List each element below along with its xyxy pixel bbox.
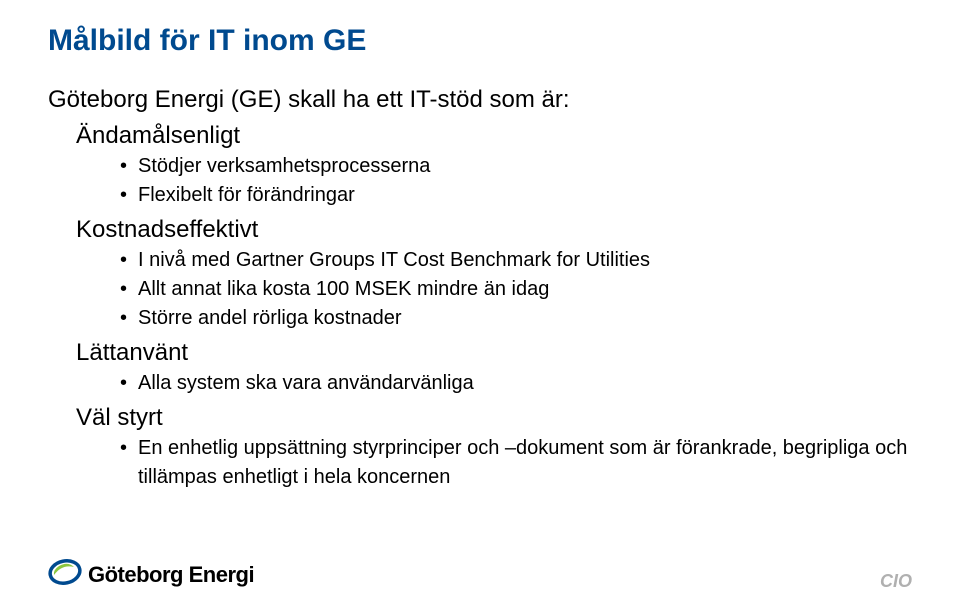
logo-text: Göteborg Energi <box>88 562 254 588</box>
section-1: Kostnadseffektivt I nivå med Gartner Gro… <box>48 216 912 333</box>
bullet-list: I nivå med Gartner Groups IT Cost Benchm… <box>120 246 912 333</box>
bullet-list: Alla system ska vara användarvänliga <box>120 369 912 398</box>
slide-subtitle: Göteborg Energi (GE) skall ha ett IT-stö… <box>48 86 912 114</box>
section-heading: Ändamålsenligt <box>76 122 912 150</box>
bullet-item: Stödjer verksamhetsprocesserna <box>120 152 912 181</box>
slide-title: Målbild för IT inom GE <box>48 24 912 58</box>
company-logo: Göteborg Energi <box>48 557 254 592</box>
bullet-item: Större andel rörliga kostnader <box>120 304 912 333</box>
bullet-list: Stödjer verksamhetsprocesserna Flexibelt… <box>120 152 912 210</box>
footer-label: CIO <box>880 571 912 592</box>
bullet-item: Flexibelt för förändringar <box>120 181 912 210</box>
logo-icon <box>48 557 82 592</box>
section-heading: Lättanvänt <box>76 339 912 367</box>
bullet-list: En enhetlig uppsättning styrprinciper oc… <box>120 434 912 492</box>
slide-container: Målbild för IT inom GE Göteborg Energi (… <box>0 0 960 492</box>
bullet-item: Alla system ska vara användarvänliga <box>120 369 912 398</box>
section-3: Väl styrt En enhetlig uppsättning styrpr… <box>48 404 912 492</box>
section-2: Lättanvänt Alla system ska vara användar… <box>48 339 912 398</box>
bullet-item: En enhetlig uppsättning styrprinciper oc… <box>120 434 912 492</box>
bullet-item: Allt annat lika kosta 100 MSEK mindre än… <box>120 275 912 304</box>
section-heading: Väl styrt <box>76 404 912 432</box>
section-0: Ändamålsenligt Stödjer verksamhetsproces… <box>48 122 912 210</box>
section-heading: Kostnadseffektivt <box>76 216 912 244</box>
slide-footer: Göteborg Energi CIO <box>48 557 912 592</box>
bullet-item: I nivå med Gartner Groups IT Cost Benchm… <box>120 246 912 275</box>
